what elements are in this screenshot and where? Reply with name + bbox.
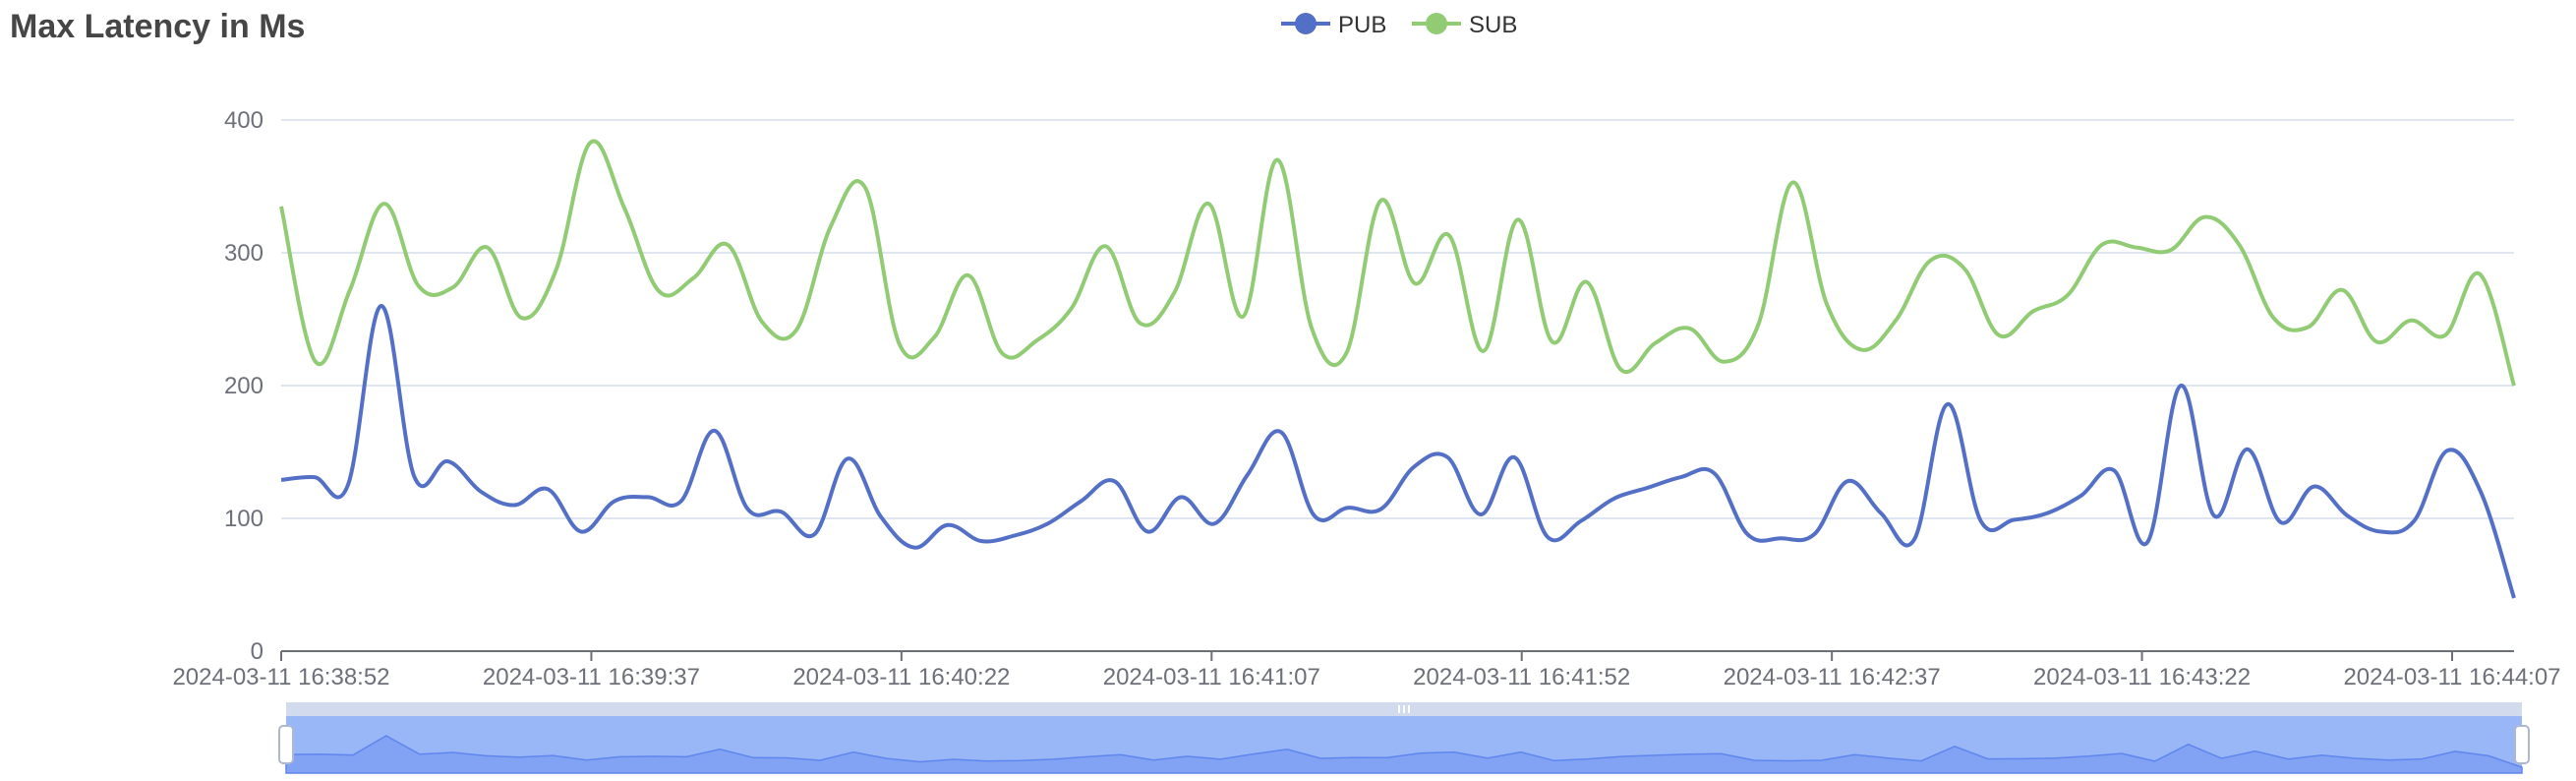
x-tick-label: 2024-03-11 16:41:52 bbox=[1413, 664, 1630, 691]
x-tick-label: 2024-03-11 16:39:37 bbox=[483, 664, 700, 691]
legend-item-pub[interactable]: PUB bbox=[1281, 12, 1386, 38]
y-tick-label: 300 bbox=[224, 240, 263, 267]
legend-item-sub[interactable]: SUB bbox=[1412, 12, 1517, 38]
legend-label: SUB bbox=[1469, 12, 1517, 38]
legend-label: PUB bbox=[1338, 12, 1386, 38]
x-axis: 2024-03-11 16:38:52 2024-03-11 16:39:37 20… bbox=[172, 650, 2561, 691]
zoom-handle-right[interactable] bbox=[2514, 725, 2530, 764]
series-line-pub[interactable] bbox=[280, 303, 2516, 599]
data-zoom-slider[interactable] bbox=[278, 702, 2530, 774]
y-tick-label: 400 bbox=[224, 107, 263, 134]
x-tick-label: 2024-03-11 16:42:37 bbox=[1724, 664, 1941, 691]
y-tick-label: 200 bbox=[224, 373, 263, 399]
x-tick-label: 2024-03-11 16:41:07 bbox=[1103, 664, 1320, 691]
chart-title: Max Latency in Ms bbox=[10, 8, 306, 45]
grid-lines bbox=[281, 119, 2514, 519]
y-tick-label: 100 bbox=[224, 506, 263, 532]
grip-icon[interactable] bbox=[1398, 705, 1410, 713]
zoom-preview-area bbox=[285, 735, 2523, 774]
zoom-handle-left[interactable] bbox=[278, 725, 294, 764]
series-layer bbox=[279, 139, 2516, 599]
y-axis: 0 100 200 300 400 bbox=[224, 107, 263, 665]
x-tick-label: 2024-03-11 16:38:52 bbox=[172, 664, 389, 691]
y-tick-label: 0 bbox=[251, 638, 263, 665]
legend-marker bbox=[1295, 13, 1317, 34]
x-tick-label: 2024-03-11 16:40:22 bbox=[792, 664, 1010, 691]
x-tick-label: 2024-03-11 16:44:07 bbox=[2343, 664, 2560, 691]
x-tick-label: 2024-03-11 16:43:22 bbox=[2033, 664, 2251, 691]
legend-marker bbox=[1426, 13, 1447, 34]
series-line-sub[interactable] bbox=[279, 139, 2516, 387]
legend[interactable]: PUB SUB bbox=[1281, 12, 1517, 38]
